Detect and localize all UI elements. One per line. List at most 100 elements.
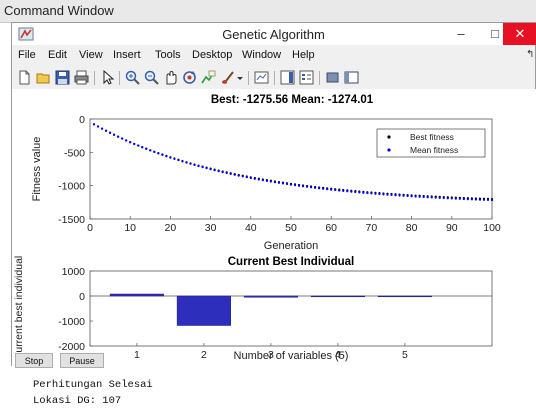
chart1-point: [253, 177, 256, 180]
minimize-button[interactable]: –: [457, 26, 465, 41]
menu-help[interactable]: Help: [292, 49, 315, 61]
chart1-point: [249, 176, 252, 180]
chart2-axes[interactable]: [89, 270, 493, 347]
brush-icon[interactable]: [219, 69, 236, 86]
chart2-bar: [377, 295, 432, 298]
chart1-point: [305, 185, 309, 188]
chart1-point: [113, 133, 116, 136]
zoom-out-icon[interactable]: [143, 69, 160, 86]
zoom-in-icon[interactable]: [124, 69, 141, 86]
menu-bar: File Edit View Insert Tools Desktop Wind…: [12, 47, 535, 65]
print-icon[interactable]: [73, 69, 90, 86]
chart1-point: [301, 185, 305, 188]
chart1-point: [100, 127, 104, 130]
command-window-title: Command Window: [4, 3, 114, 18]
chart1-point: [394, 194, 397, 197]
chart1-point: [273, 181, 277, 184]
chart1-point: [370, 192, 373, 195]
chart1-point: [141, 146, 144, 149]
chart1-xtick-label: 20: [165, 222, 177, 234]
menu-window[interactable]: Window: [242, 49, 282, 61]
chart1-point: [318, 187, 321, 190]
chart1-point: [482, 198, 486, 201]
chart1-point: [281, 182, 285, 185]
chart1-point: [342, 189, 345, 192]
chart1-point: [310, 186, 313, 189]
command-output: Perhitungan Selesai Lokasi DG: 107: [33, 377, 153, 409]
chart1-ytick-label: -1000: [58, 181, 85, 193]
close-button[interactable]: ✕: [503, 23, 536, 45]
output-line-2: Lokasi DG: 107: [33, 395, 122, 407]
pause-button[interactable]: Pause: [60, 353, 104, 368]
maximize-button[interactable]: □: [491, 26, 499, 41]
chart1-xtick-label: 50: [285, 222, 297, 234]
legend-icon[interactable]: [298, 69, 315, 86]
chart1-point: [153, 150, 156, 154]
menu-tools[interactable]: Tools: [155, 49, 181, 61]
chart1-point: [334, 188, 337, 192]
toolbar-separator: [94, 71, 95, 85]
menu-overflow-icon[interactable]: ↰: [526, 49, 535, 60]
new-figure-icon[interactable]: [16, 69, 33, 86]
chart1-point: [426, 196, 429, 199]
matlab-figure-icon: [18, 26, 34, 42]
chart1-point: [257, 178, 260, 181]
chart1-point: [486, 198, 490, 202]
chart1-point: [233, 173, 236, 176]
chart1-point: [418, 195, 421, 198]
legend-mean-label: Mean fitness: [410, 145, 458, 155]
chart1-point: [245, 176, 248, 179]
chart1-point: [386, 193, 389, 196]
chart1-point: [362, 191, 365, 194]
chart1-xtick-label: 10: [124, 222, 136, 234]
chart1-point: [137, 144, 140, 147]
chart1-xtick-label: 90: [446, 222, 458, 234]
toolbar-separator: [319, 71, 320, 85]
chart1-legend[interactable]: Best fitness Mean fitness: [376, 128, 486, 158]
legend-best-marker: [387, 135, 391, 139]
rotate-icon[interactable]: [181, 69, 198, 86]
menu-edit[interactable]: Edit: [48, 49, 67, 61]
chart2-ytick-label: 0: [79, 291, 85, 303]
chart1-xtick-label: 70: [366, 222, 378, 234]
open-file-icon[interactable]: [35, 69, 52, 86]
chart1-point: [430, 196, 433, 199]
menu-file[interactable]: File: [18, 49, 36, 61]
chart2-xtick-label: 4: [335, 349, 341, 361]
window-title: Genetic Algorithm: [222, 27, 325, 42]
chart2-ytick-label: -2000: [58, 341, 85, 353]
chart1-point: [470, 198, 473, 201]
chart1-point: [193, 163, 196, 167]
chart2-ylabel: Current best individual: [13, 256, 25, 360]
chart1-ytick-label: 0: [79, 114, 85, 126]
menu-desktop[interactable]: Desktop: [192, 49, 233, 61]
stop-button[interactable]: Stop: [15, 353, 53, 368]
ga-plots: Best: -1275.56 Mean: -1274.01 0 10 20 30 40 5…: [13, 94, 501, 362]
title-bar[interactable]: Genetic Algorithm – □ ✕: [12, 23, 536, 45]
pointer-icon[interactable]: [99, 69, 116, 86]
colorbar-icon[interactable]: [279, 69, 296, 86]
menu-insert[interactable]: Insert: [113, 49, 141, 61]
menu-view[interactable]: View: [79, 49, 103, 61]
hide-plot-tools-icon[interactable]: [324, 69, 341, 86]
link-plot-icon[interactable]: [253, 69, 270, 86]
chart2-ytick-label: 1000: [62, 266, 86, 278]
chart1-point: [181, 160, 184, 163]
chart1-point: [438, 196, 441, 199]
show-plot-tools-icon[interactable]: [343, 69, 360, 86]
chart1-point: [269, 180, 272, 183]
data-cursor-icon[interactable]: [200, 69, 217, 86]
toolbar-separator: [119, 71, 120, 85]
brush-dropdown-icon[interactable]: [236, 69, 244, 86]
chart1-point: [145, 147, 148, 150]
chart1-point: [173, 157, 176, 161]
chart1-point: [189, 162, 192, 165]
chart1-point: [466, 198, 469, 201]
save-icon[interactable]: [54, 69, 71, 86]
chart1-point: [390, 193, 393, 197]
chart2-xtick-label: 1: [134, 349, 140, 361]
pan-icon[interactable]: [162, 69, 179, 86]
chart1-point: [454, 197, 457, 200]
legend-best-label: Best fitness: [410, 132, 454, 142]
chart1-point: [165, 155, 168, 158]
